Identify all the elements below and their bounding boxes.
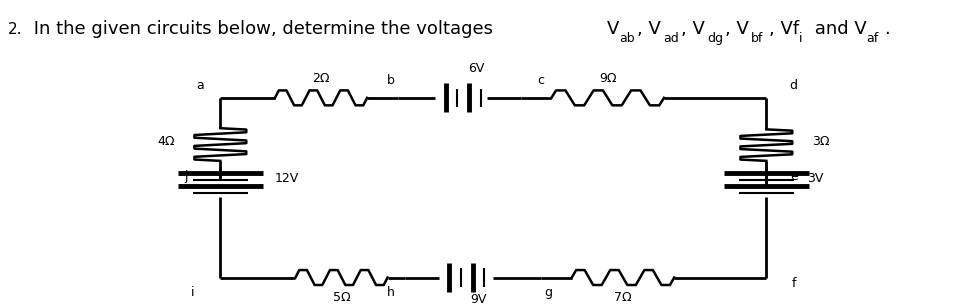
Text: 9V: 9V [470,293,487,306]
Text: and V: and V [809,20,867,38]
Text: b: b [387,74,395,87]
Text: , Vf: , Vf [769,20,799,38]
Text: g: g [544,286,552,299]
Text: , V: , V [725,20,749,38]
Text: 9Ω: 9Ω [600,72,617,84]
Text: In the given circuits below, determine the voltages: In the given circuits below, determine t… [28,20,499,38]
Text: j: j [184,169,188,183]
Text: dg: dg [707,32,723,45]
Text: e: e [790,169,798,183]
Text: 7Ω: 7Ω [614,291,632,304]
Text: V: V [607,20,619,38]
Text: 4Ω: 4Ω [157,134,175,148]
Text: 2Ω: 2Ω [313,72,331,84]
Text: f: f [792,277,796,290]
Text: 3Ω: 3Ω [812,135,830,148]
Text: ab: ab [619,32,635,45]
Text: 5Ω: 5Ω [333,291,351,304]
Text: bf: bf [751,32,763,45]
Text: .: . [884,20,890,38]
Text: , V: , V [681,20,705,38]
Text: a: a [196,79,204,91]
Text: i: i [191,286,195,299]
Text: 12V: 12V [275,172,299,185]
Text: 2.: 2. [8,22,22,37]
Text: h: h [387,286,395,299]
Text: i: i [799,32,802,45]
Text: 6V: 6V [468,62,485,75]
Text: d: d [790,79,798,91]
Text: ad: ad [663,32,679,45]
Text: c: c [537,74,545,87]
Text: 3V: 3V [807,172,824,185]
Text: af: af [866,32,878,45]
Text: , V: , V [637,20,661,38]
